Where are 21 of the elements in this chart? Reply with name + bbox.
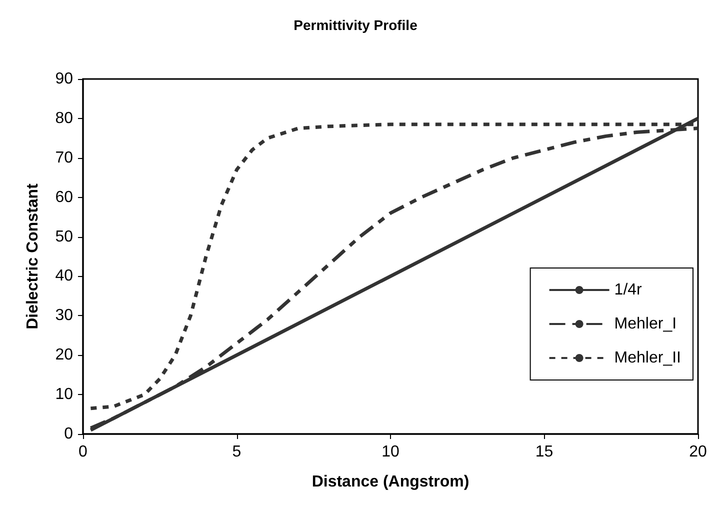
- y-tick-label: 0: [64, 426, 74, 442]
- y-tick-label: 40: [55, 268, 74, 285]
- y-tick-label: 70: [55, 149, 74, 166]
- y-axis-title: Dielectric Constant: [24, 182, 42, 330]
- x-tick-label: 5: [232, 444, 242, 460]
- y-tick-label: 20: [55, 346, 74, 364]
- y-tick-label: 90: [55, 70, 74, 88]
- x-tick-label: 0: [78, 444, 88, 460]
- legend-label: Mehler_I: [614, 316, 677, 332]
- y-tick-label: 50: [55, 228, 74, 246]
- y-tick-label: 80: [55, 110, 74, 127]
- legend-label: 1/4r: [614, 282, 643, 298]
- legend-label: Mehler_II: [614, 350, 682, 366]
- x-tick-label: 10: [382, 444, 400, 460]
- y-tick-label: 60: [55, 188, 74, 206]
- chart-title: Permittivity Profile: [294, 17, 418, 33]
- y-tick-label: 30: [55, 307, 74, 324]
- x-tick-label: 15: [535, 444, 554, 460]
- x-axis-title: Distance (Angstrom): [312, 474, 470, 490]
- x-tick-label: 20: [689, 444, 707, 460]
- y-tick-label: 10: [55, 386, 74, 404]
